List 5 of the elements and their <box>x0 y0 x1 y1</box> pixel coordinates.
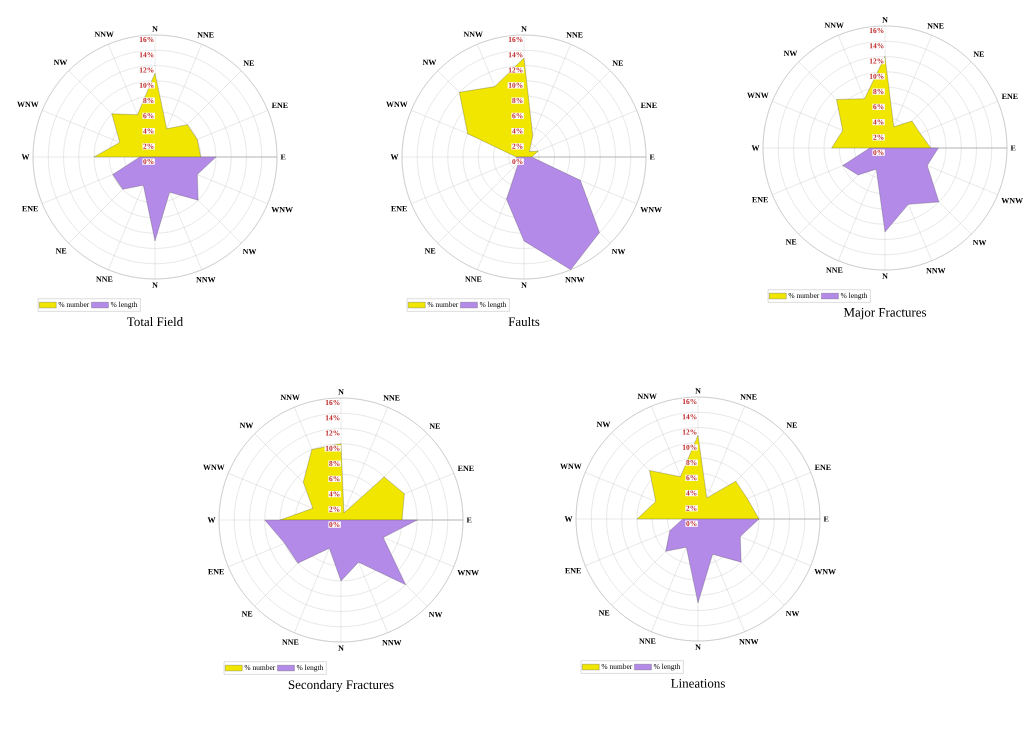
text: Faults <box>508 316 540 327</box>
text: Secondary Fractures <box>288 679 394 692</box>
text: Total Field <box>127 316 183 327</box>
text: Lineations <box>671 678 725 688</box>
text: Major Fractures <box>843 307 927 320</box>
